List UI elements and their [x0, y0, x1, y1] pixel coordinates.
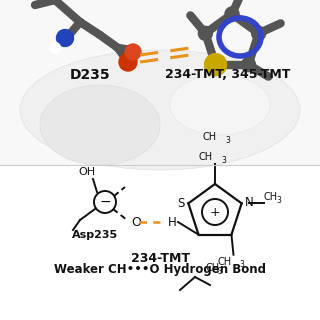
Text: 3: 3 [239, 260, 244, 269]
Text: OH: OH [78, 167, 96, 177]
Circle shape [198, 26, 212, 40]
Circle shape [252, 26, 266, 40]
Text: 234-TMT: 234-TMT [131, 252, 189, 265]
Text: CH: CH [217, 257, 231, 267]
Circle shape [125, 44, 141, 60]
Ellipse shape [170, 75, 270, 135]
Text: 3: 3 [276, 196, 282, 205]
Text: +: + [210, 205, 220, 219]
Circle shape [57, 29, 74, 46]
Circle shape [225, 7, 239, 21]
Text: CH: CH [203, 132, 217, 142]
Text: S: S [177, 197, 184, 210]
Ellipse shape [20, 50, 300, 170]
Text: Weaker CH•••O Hydrogen Bond: Weaker CH•••O Hydrogen Bond [54, 263, 266, 276]
Text: 3: 3 [225, 136, 230, 145]
Text: O: O [131, 215, 141, 228]
Text: 3: 3 [217, 267, 222, 276]
Text: Asp235: Asp235 [72, 230, 118, 240]
Text: CH: CH [264, 192, 278, 202]
Text: N: N [244, 196, 253, 209]
Ellipse shape [40, 85, 160, 165]
Circle shape [50, 43, 60, 53]
Circle shape [119, 53, 137, 71]
Text: CH: CH [205, 263, 219, 273]
Text: H: H [168, 215, 177, 228]
Text: 234-TMT, 345-TMT: 234-TMT, 345-TMT [165, 68, 291, 81]
Text: D235: D235 [70, 68, 110, 82]
Text: −: − [99, 195, 111, 209]
Circle shape [204, 54, 227, 76]
Text: CH: CH [199, 152, 213, 162]
Polygon shape [0, 0, 320, 165]
Text: 3: 3 [221, 156, 226, 165]
Circle shape [242, 58, 255, 72]
